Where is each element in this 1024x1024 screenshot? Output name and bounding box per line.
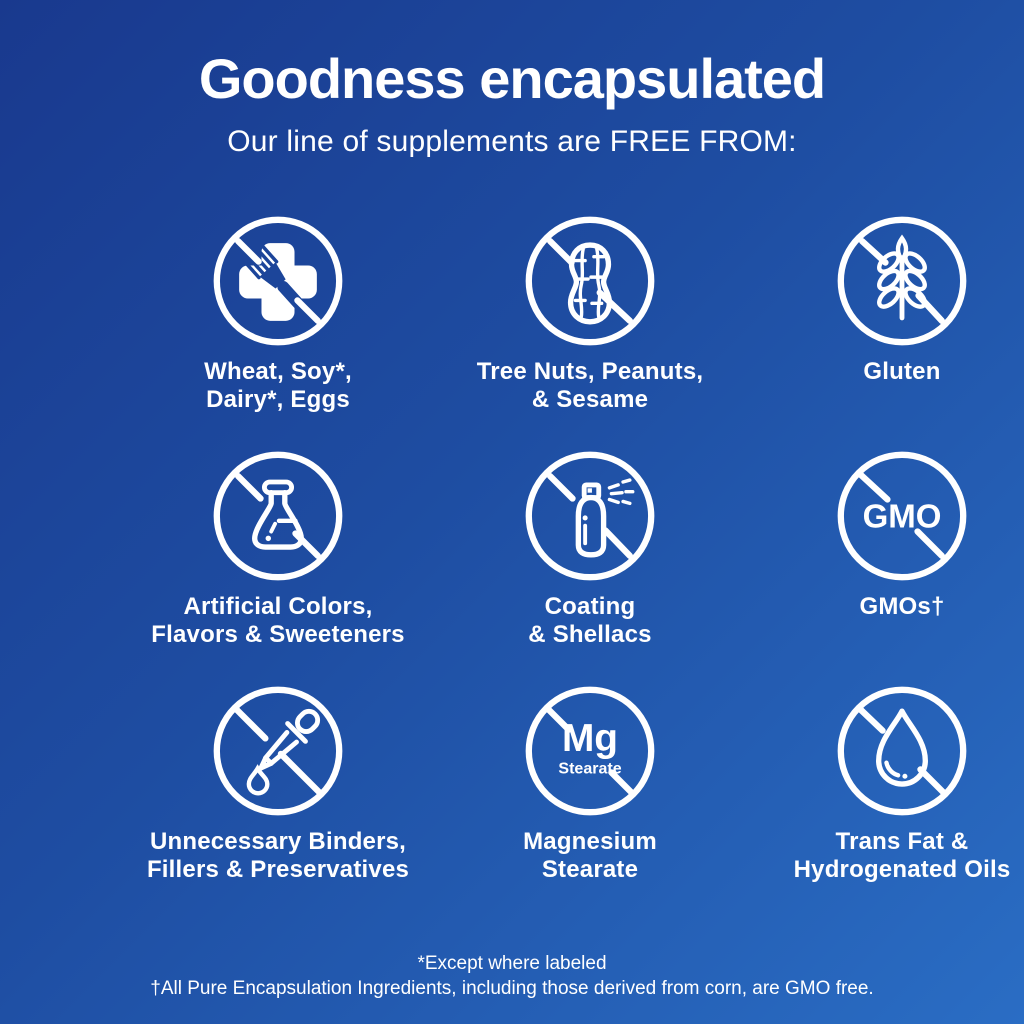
free-from-label: Unnecessary Binders, Fillers & Preservat…: [146, 828, 410, 884]
header: Goodness encapsulated Our line of supple…: [0, 0, 1024, 159]
free-from-label: Wheat, Soy*, Dairy*, Eggs: [204, 357, 352, 413]
no-artificial-colors-icon: [213, 451, 343, 581]
footnotes: *Except where labeled †All Pure Encapsul…: [0, 951, 1024, 1002]
footnote-except-where-labeled: *Except where labeled: [417, 952, 607, 974]
mg-stearate-icon-text: Stearate: [558, 759, 621, 777]
free-from-label: Gluten: [863, 357, 941, 385]
free-from-grid: Wheat, Soy*, Dairy*, Eggs Tree Nuts, Pea…: [122, 213, 1010, 884]
free-from-label: Artificial Colors, Flavors & Sweeteners: [151, 592, 405, 649]
free-from-item: Unnecessary Binders, Fillers & Preservat…: [122, 683, 434, 884]
free-from-label: Trans Fat & Hydrogenated Oils: [793, 828, 1011, 884]
free-from-label: GMOs†: [859, 592, 945, 620]
free-from-item: Wheat, Soy*, Dairy*, Eggs: [122, 213, 434, 414]
no-binders-fillers-icon: [213, 686, 343, 816]
mg-icon-text: Mg: [562, 717, 618, 760]
footnote-gmo-free: †All Pure Encapsulation Ingredients, inc…: [150, 978, 874, 1000]
free-from-label: Tree Nuts, Peanuts, & Sesame: [476, 357, 704, 413]
no-trans-fat-icon: [837, 686, 967, 816]
free-from-label: Coating & Shellacs: [528, 592, 652, 649]
gmo-icon-text: GMO: [863, 498, 942, 535]
free-from-item: Coating & Shellacs: [434, 448, 746, 649]
free-from-item: Mg Stearate Magnesium Stearate: [434, 683, 746, 884]
page-title: Goodness encapsulated: [198, 47, 826, 110]
free-from-label: Magnesium Stearate: [523, 828, 657, 884]
page-subtitle: Our line of supplements are FREE FROM:: [227, 124, 797, 158]
free-from-item: GMO GMOs†: [746, 448, 1024, 649]
no-magnesium-stearate-icon: Mg Stearate: [525, 686, 655, 816]
no-wheat-soy-dairy-eggs-icon: [213, 216, 343, 346]
free-from-item: Trans Fat & Hydrogenated Oils: [746, 683, 1024, 884]
free-from-item: Gluten: [746, 213, 1024, 414]
no-gmo-icon: GMO: [837, 451, 967, 581]
free-from-item: Tree Nuts, Peanuts, & Sesame: [434, 213, 746, 414]
no-gluten-icon: [837, 216, 967, 346]
no-tree-nuts-peanuts-sesame-icon: [525, 216, 655, 346]
free-from-item: Artificial Colors, Flavors & Sweeteners: [122, 448, 434, 649]
no-coating-shellacs-icon: [525, 451, 655, 581]
